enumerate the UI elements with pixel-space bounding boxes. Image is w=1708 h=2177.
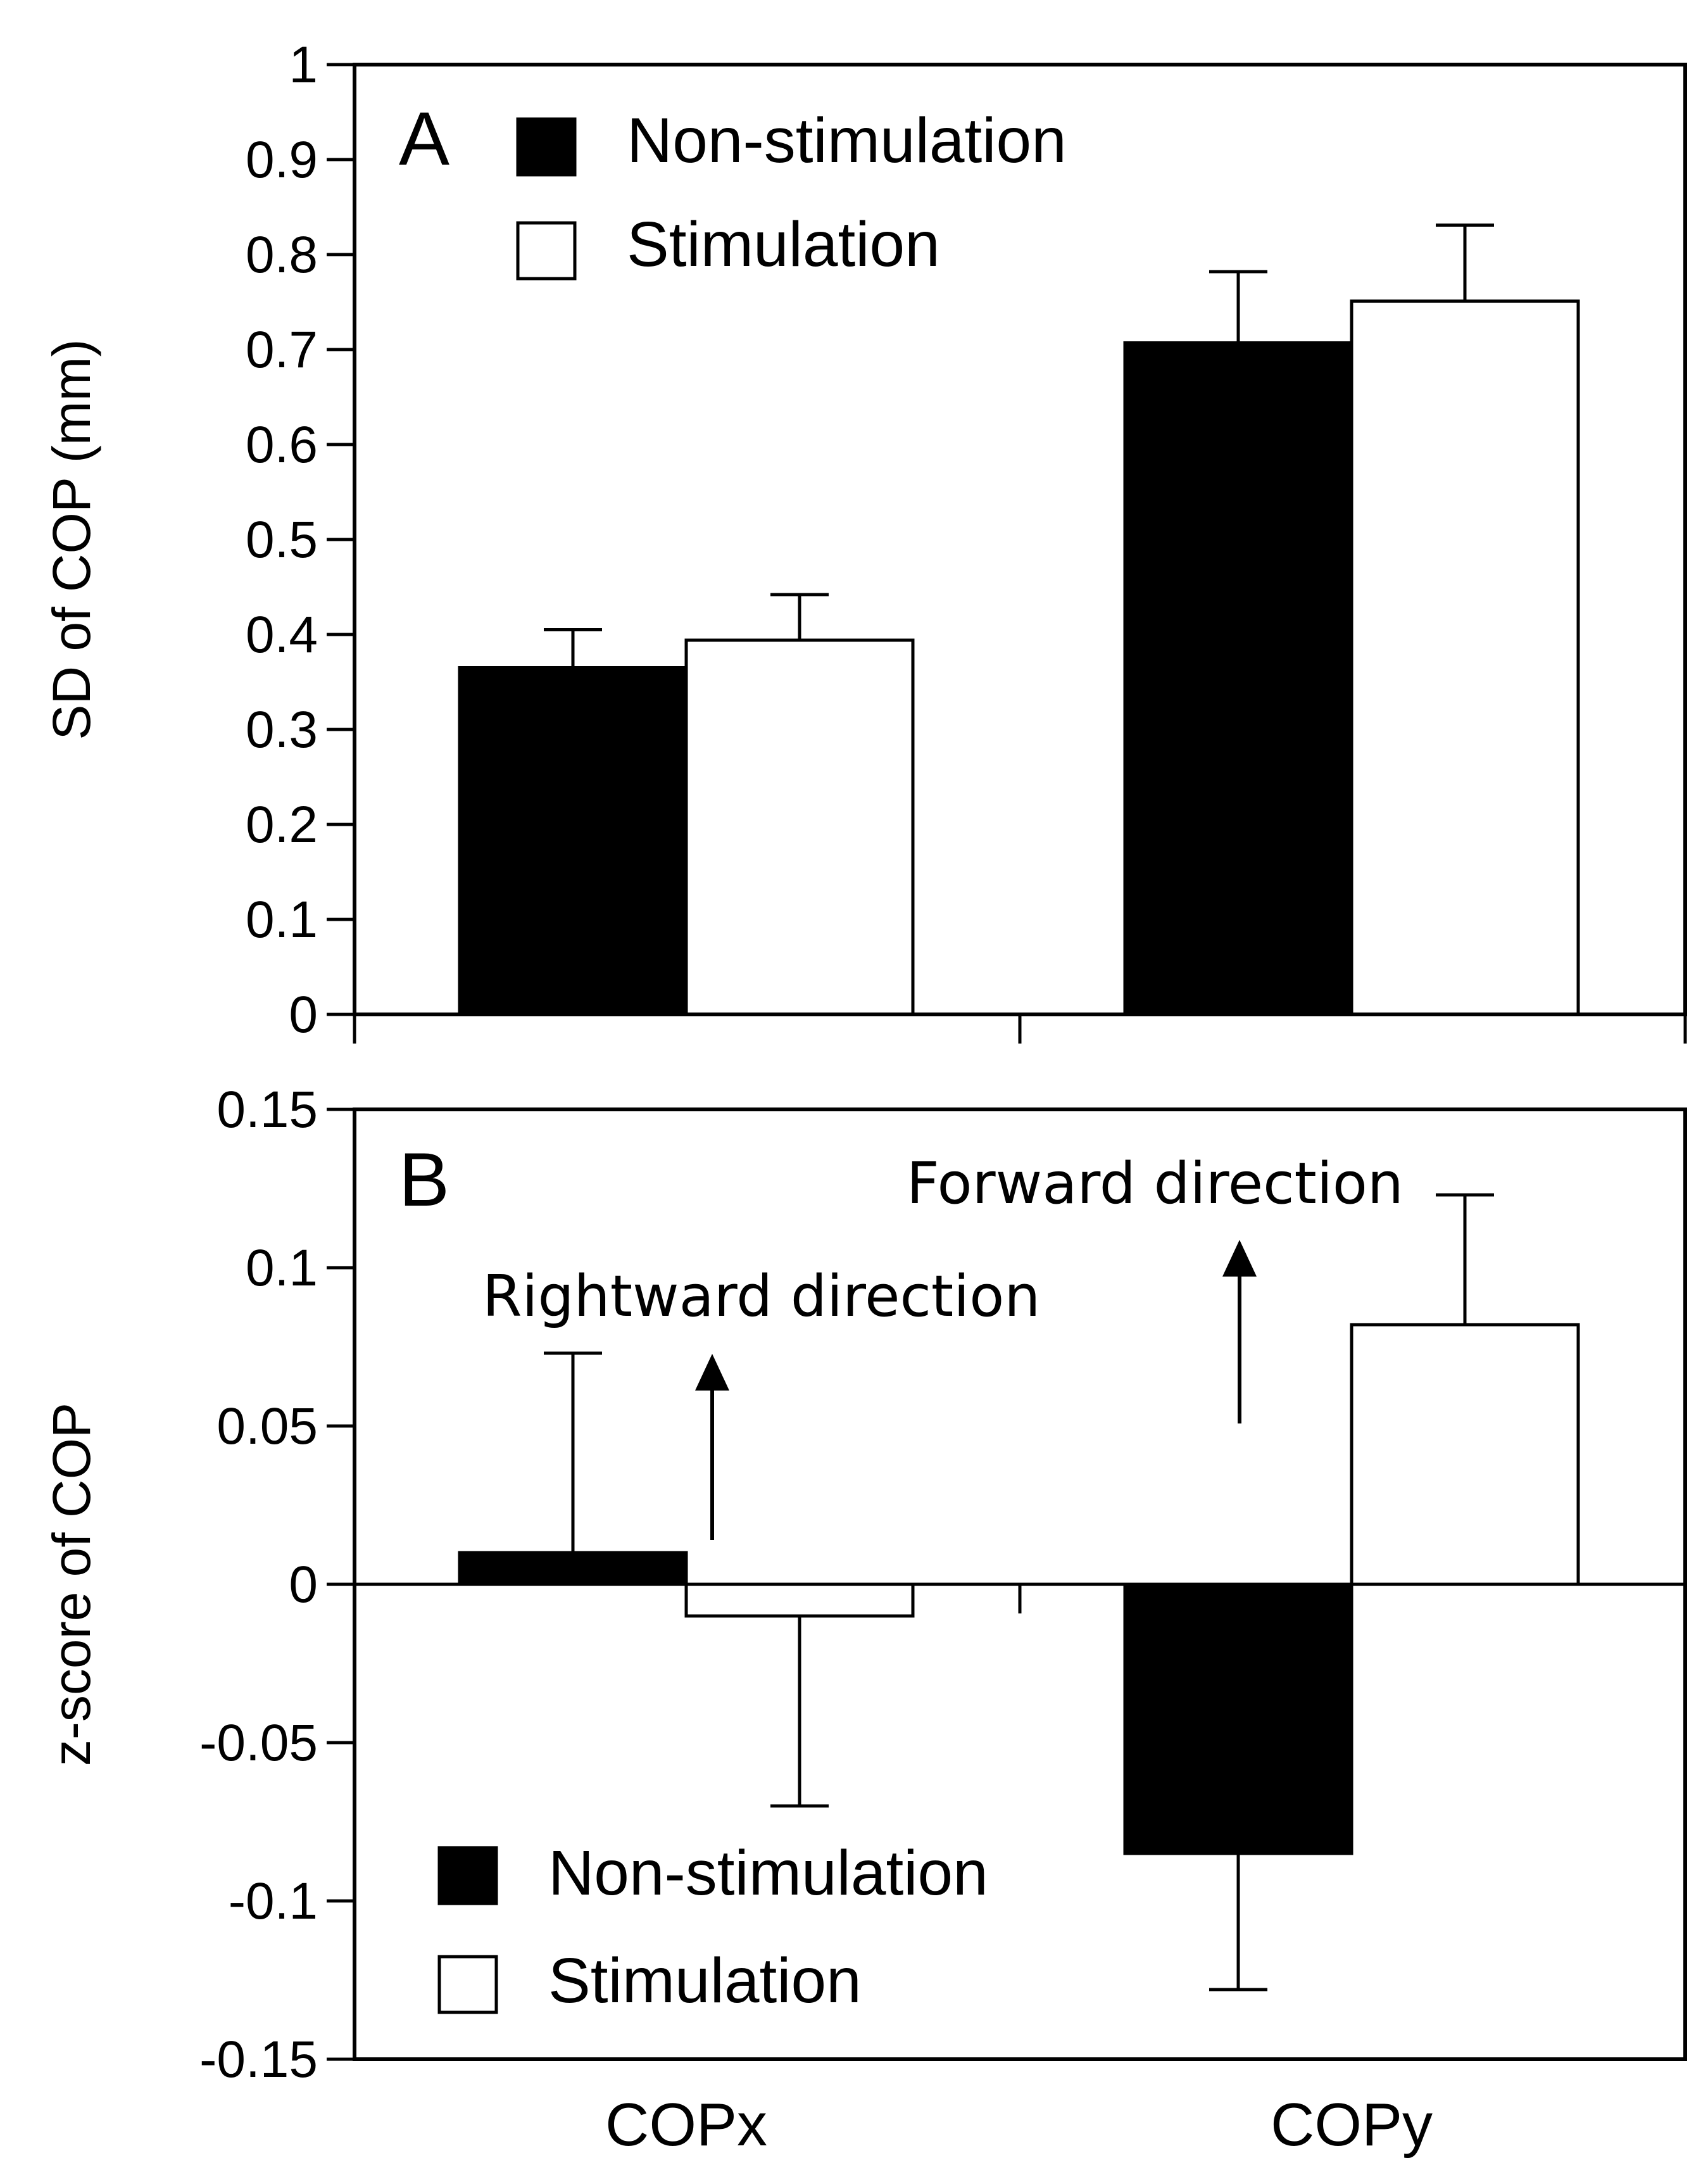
legend-label-non-stimulation: Non-stimulation bbox=[548, 1838, 988, 1909]
panel-a-y-ticks: 0 0.1 0.2 0.3 0.4 0.5 0.6 0.7 0.8 0.9 1 bbox=[246, 36, 355, 1044]
bar-non-stimulation-copx bbox=[458, 1551, 688, 1586]
legend-label-non-stimulation: Non-stimulation bbox=[627, 105, 1067, 176]
arrow-up-icon bbox=[695, 1354, 729, 1540]
panel-b-legend: Non-stimulation Stimulation bbox=[437, 1838, 988, 2016]
bar-non-stimulation-copy bbox=[1123, 1582, 1353, 1855]
legend-label-stimulation: Stimulation bbox=[548, 1945, 862, 2016]
panel-a-legend: Non-stimulation Stimulation bbox=[516, 105, 1067, 281]
y-tick-label: 0.3 bbox=[246, 701, 318, 759]
x-label-copy: COPy bbox=[1271, 2091, 1433, 2159]
panel-a: 0 0.1 0.2 0.3 0.4 0.5 0.6 0.7 0.8 0.9 1 SD of COP … bbox=[42, 36, 1687, 1044]
y-tick-label: 0.4 bbox=[246, 606, 318, 664]
y-tick-label: 0.15 bbox=[217, 1081, 318, 1139]
panel-a-error-bars bbox=[544, 224, 1494, 668]
panel-b-letter: B bbox=[399, 1137, 449, 1222]
annotation-forward: Forward direction bbox=[907, 1151, 1403, 1217]
bar-stimulation-copy bbox=[1350, 300, 1580, 1016]
y-tick-label: 0.5 bbox=[246, 511, 318, 569]
y-tick-label: -0.15 bbox=[199, 2031, 318, 2088]
y-tick-label: 0.1 bbox=[246, 891, 318, 949]
panel-a-letter: A bbox=[399, 96, 449, 181]
y-tick-label: -0.1 bbox=[229, 1872, 318, 1930]
y-tick-label: 0 bbox=[289, 1556, 318, 1613]
legend-swatch-stimulation bbox=[516, 221, 577, 281]
bar-non-stimulation-copy bbox=[1123, 341, 1353, 1016]
legend-swatch-stimulation bbox=[437, 1955, 498, 2014]
y-tick-label: 0.1 bbox=[246, 1239, 318, 1297]
panel-b-bars bbox=[458, 1323, 1580, 1855]
bar-stimulation-copy bbox=[1350, 1323, 1580, 1586]
panel-b-frame bbox=[353, 1107, 1687, 2061]
panel-a-x-ticks bbox=[353, 1014, 1687, 1044]
bar-stimulation-copx bbox=[684, 638, 915, 1016]
y-tick-label: 1 bbox=[289, 36, 318, 94]
annotation-rightward: Rightward direction bbox=[482, 1263, 1040, 1330]
panel-b: -0.15 -0.1 -0.05 0 0.05 0.1 0.15 z-score of CO… bbox=[42, 1081, 1687, 2159]
panel-b-error-bars bbox=[544, 1193, 1494, 1991]
arrow-up-icon bbox=[1222, 1240, 1257, 1423]
legend-label-stimulation: Stimulation bbox=[627, 209, 940, 280]
y-tick-label: 0.05 bbox=[217, 1398, 318, 1455]
panel-a-bars bbox=[458, 300, 1580, 1016]
y-tick-label: 0.6 bbox=[246, 416, 318, 474]
legend-swatch-non-stimulation bbox=[437, 1846, 498, 1905]
panel-a-y-axis-title: SD of COP (mm) bbox=[42, 339, 101, 740]
panel-b-y-ticks: -0.15 -0.1 -0.05 0 0.05 0.1 0.15 bbox=[199, 1081, 355, 2088]
legend-swatch-non-stimulation bbox=[516, 117, 577, 177]
bar-stimulation-copx bbox=[684, 1582, 915, 1618]
y-tick-label: 0.2 bbox=[246, 796, 318, 854]
y-tick-label: -0.05 bbox=[199, 1714, 318, 1772]
x-label-copx: COPx bbox=[605, 2091, 767, 2159]
y-tick-label: 0.7 bbox=[246, 321, 318, 379]
y-tick-label: 0 bbox=[289, 986, 318, 1044]
panel-b-y-axis-title: z-score of COP bbox=[42, 1403, 101, 1766]
bar-non-stimulation-copx bbox=[458, 666, 688, 1016]
y-tick-label: 0.8 bbox=[246, 226, 318, 284]
y-tick-label: 0.9 bbox=[246, 131, 318, 189]
